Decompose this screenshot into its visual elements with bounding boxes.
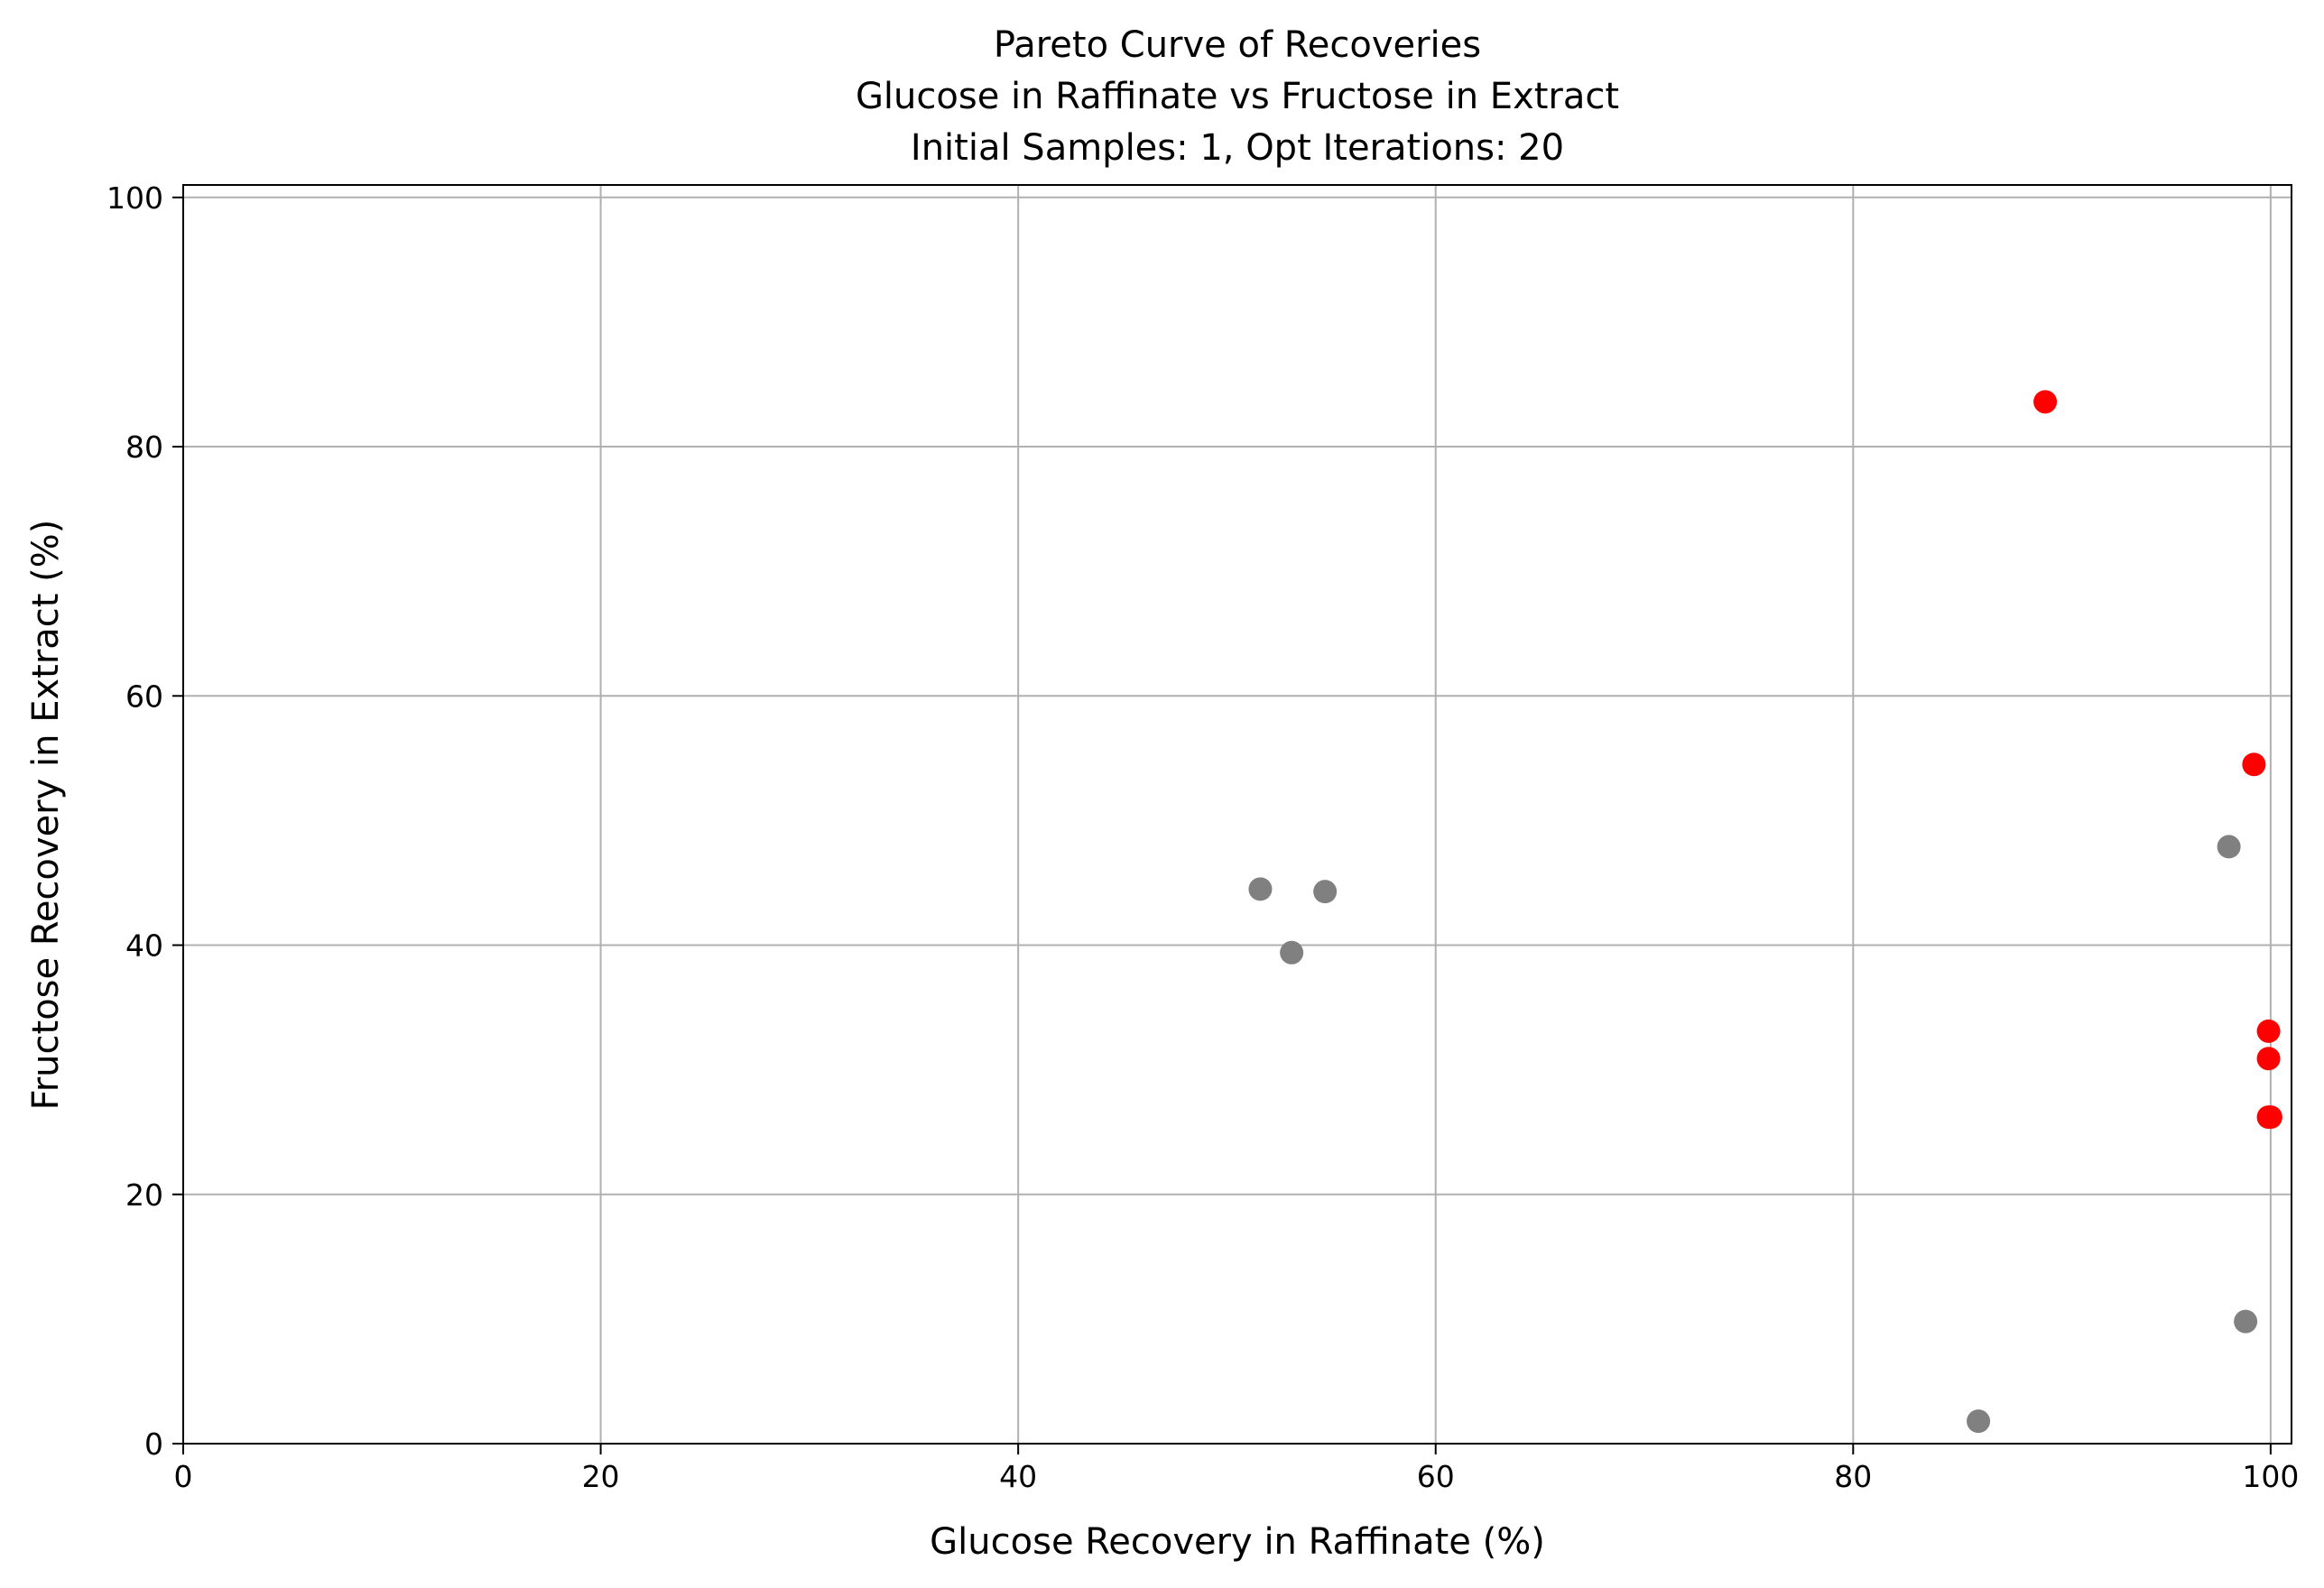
chart-title: Pareto Curve of Recoveries Glucose in Ra… [856, 24, 1619, 169]
x-tick-label: 60 [1417, 1459, 1455, 1494]
sample-point [2234, 1309, 2258, 1334]
pareto-point [2256, 1047, 2281, 1071]
plot-frame [182, 184, 2292, 1445]
grid-layer [182, 185, 2292, 1445]
y-tick-label: 20 [125, 1177, 163, 1213]
points-layer [1248, 390, 2282, 1434]
title-line-1: Pareto Curve of Recoveries [994, 24, 1481, 66]
x-tick-label: 40 [999, 1459, 1037, 1494]
x-tick-label: 20 [582, 1459, 620, 1494]
y-tick-label: 60 [125, 679, 163, 714]
y-tick-label: 40 [125, 928, 163, 964]
x-tick-label: 100 [2242, 1459, 2299, 1494]
sample-point [1967, 1409, 1991, 1434]
pareto-point [2033, 390, 2058, 414]
x-axis-label: Glucose Recovery in Raffinate (%) [930, 1521, 1545, 1563]
pareto-point [2256, 1019, 2281, 1043]
sample-point [2217, 835, 2241, 859]
y-tick-label: 100 [106, 180, 163, 216]
ticks-layer: 0 20 40 60 80 100 0 20 40 60 80 100 [106, 180, 2299, 1494]
title-line-3: Initial Samples: 1, Opt Iterations: 20 [911, 127, 1564, 169]
x-tick-label: 0 [174, 1459, 193, 1494]
title-line-2: Glucose in Raffinate vs Fructose in Extr… [856, 76, 1619, 117]
y-tick-label: 0 [144, 1426, 163, 1462]
sample-point [1313, 880, 1338, 904]
y-axis-label: Fructose Recovery in Extract (%) [25, 520, 67, 1111]
sample-point [1248, 877, 1273, 901]
sample-point [1280, 940, 1304, 965]
pareto-point [2242, 752, 2266, 777]
x-tick-label: 80 [1834, 1459, 1872, 1494]
pareto-point [2256, 1105, 2281, 1130]
y-tick-label: 80 [125, 429, 163, 465]
